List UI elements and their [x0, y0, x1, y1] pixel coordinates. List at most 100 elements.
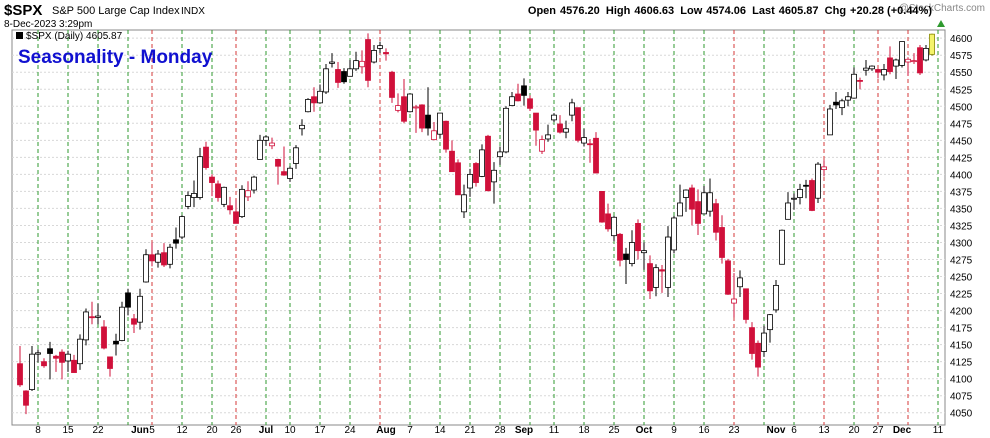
candle-body: [431, 130, 437, 141]
x-tick-label: Dec: [893, 425, 912, 436]
candle-body: [419, 104, 425, 129]
x-tick-label: 14: [434, 425, 446, 436]
x-tick-label: Jul: [259, 425, 274, 436]
candle-body: [557, 123, 563, 133]
x-tick-label: 13: [818, 425, 830, 436]
candle-body: [485, 135, 491, 192]
candle-body: [443, 120, 449, 150]
candle-body: [143, 254, 149, 283]
candle-body: [203, 146, 209, 168]
candle-body: [893, 59, 899, 67]
candle-body: [779, 229, 785, 265]
candle-body: [365, 39, 371, 81]
candle-body: [215, 183, 221, 198]
candle-body: [761, 332, 767, 352]
candle-body: [479, 149, 485, 177]
quote-label: Low: [680, 5, 702, 17]
x-tick-label: 15: [62, 425, 74, 436]
y-tick-label: 4575: [950, 51, 973, 62]
candle-body: [173, 239, 179, 244]
candle-body: [185, 195, 191, 207]
x-tick-label: 25: [608, 425, 620, 436]
candle-body: [833, 101, 839, 106]
candle-body: [929, 33, 935, 55]
plot-frame: [11, 29, 946, 426]
candle-body: [599, 191, 605, 223]
candle-body: [29, 353, 35, 390]
candle-body: [455, 162, 461, 196]
candle-body: [467, 173, 473, 189]
candle-body: [95, 315, 101, 318]
annotation: Seasonality - Monday: [18, 47, 213, 68]
x-tick-label: Jun: [131, 425, 149, 436]
y-tick-label: 4600: [950, 34, 973, 45]
candle-body: [791, 197, 797, 200]
candle-body: [311, 96, 317, 104]
candle-body: [161, 252, 167, 266]
x-tick-label: 17: [314, 425, 326, 436]
candle-body: [713, 203, 719, 233]
y-tick-label: 4050: [950, 409, 973, 420]
candle-body: [647, 263, 653, 292]
candle-body: [425, 114, 431, 129]
candle-body: [65, 353, 71, 362]
candle-body: [53, 355, 59, 359]
y-tick-label: 4075: [950, 392, 973, 403]
candle-body: [725, 260, 731, 295]
candle-body: [383, 52, 389, 55]
candle-body: [653, 267, 659, 288]
grid: 4050 4075 4100 4125 4150 4175 4200 4225 4250 4275…: [12, 30, 973, 436]
candle-body: [611, 216, 617, 237]
candle-body: [677, 202, 683, 217]
candle-body: [149, 254, 155, 262]
candle-body: [245, 190, 251, 198]
candle-body: [239, 188, 245, 218]
x-tick-label: 7: [407, 425, 413, 436]
candle-body: [635, 223, 641, 252]
candle-body: [395, 105, 401, 111]
candle-body: [299, 124, 305, 130]
y-tick-label: 4425: [950, 153, 973, 164]
candle-body: [719, 227, 725, 258]
candle-body: [671, 217, 677, 251]
candle-body: [47, 348, 53, 354]
quote-value: 4574.06: [706, 5, 746, 17]
candle-body: [869, 65, 875, 70]
candle-body: [377, 45, 383, 49]
y-tick-label: 4200: [950, 307, 973, 318]
candle-body: [125, 292, 131, 308]
candle-body: [545, 134, 551, 140]
y-tick-label: 4350: [950, 204, 973, 215]
candle-body: [701, 192, 707, 215]
y-tick-label: 4225: [950, 290, 973, 301]
candle-body: [587, 143, 593, 146]
candle-body: [563, 128, 569, 133]
candle-body: [767, 314, 773, 331]
exchange: INDX: [181, 6, 205, 17]
candle-body: [341, 71, 347, 83]
y-tick-label: 4175: [950, 324, 973, 335]
candle-body: [605, 213, 611, 230]
quote-label: Open: [528, 5, 556, 17]
candle-body: [515, 93, 521, 102]
candle-body: [131, 318, 137, 325]
candle-body: [539, 139, 545, 152]
quote-value: +20.28 (+0.44%): [850, 5, 932, 17]
legend-swatch: [16, 32, 23, 39]
candle-body: [923, 47, 929, 61]
candle-body: [23, 390, 29, 406]
y-tick-label: 4100: [950, 375, 973, 386]
candles: [17, 33, 935, 415]
candle-body: [491, 169, 497, 183]
candle-body: [287, 167, 293, 179]
candle-body: [359, 60, 365, 68]
y-tick-label: 4275: [950, 256, 973, 267]
candle-body: [683, 189, 689, 198]
quote-label: Last: [752, 5, 775, 17]
candle-body: [785, 202, 791, 220]
candle-body: [257, 139, 263, 160]
candle-body: [473, 163, 479, 183]
candle-body: [503, 107, 509, 153]
candle-body: [737, 277, 743, 288]
candle-body: [899, 41, 905, 66]
